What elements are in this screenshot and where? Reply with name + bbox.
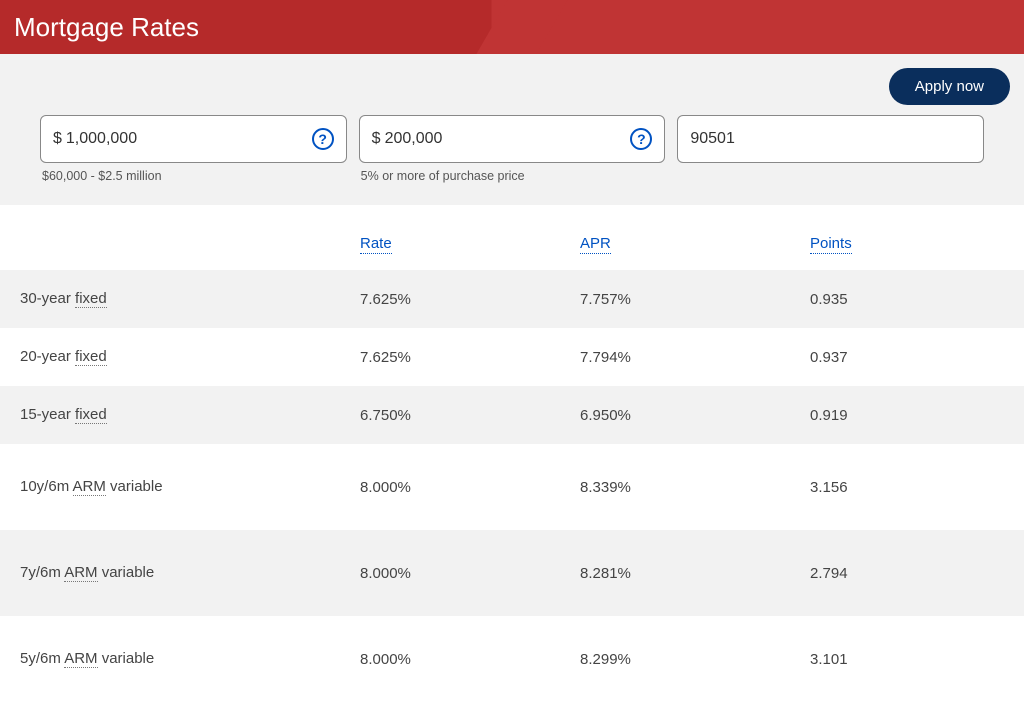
down-payment-group: $ ? 5% or more of purchase price	[359, 115, 666, 183]
action-bar: Apply now	[0, 54, 1024, 115]
product-term[interactable]: ARM	[64, 564, 97, 582]
product-name-prefix: 7y/6m	[20, 564, 64, 581]
apr-cell: 7.757%	[580, 291, 810, 308]
product-name: 10y/6m ARM variable	[20, 478, 163, 496]
product-term[interactable]: fixed	[75, 348, 107, 366]
apr-cell: 8.339%	[580, 479, 810, 496]
purchase-price-hint: $60,000 - $2.5 million	[40, 169, 347, 183]
inputs-row: $ ? $60,000 - $2.5 million $ ? 5% or mor…	[0, 115, 1024, 205]
points-cell: 3.101	[810, 651, 1004, 668]
column-header-rate[interactable]: Rate	[360, 235, 392, 254]
product-name-prefix: 30-year	[20, 290, 75, 307]
apr-cell: 8.299%	[580, 651, 810, 668]
product-name-prefix: 20-year	[20, 348, 75, 365]
down-payment-hint: 5% or more of purchase price	[359, 169, 666, 183]
product-name-prefix: 10y/6m	[20, 478, 73, 495]
page-title: Mortgage Rates	[14, 12, 199, 43]
rates-table: Rate APR Points 30-year fixed7.625%7.757…	[0, 205, 1024, 702]
zip-group	[677, 115, 984, 183]
rate-cell: 7.625%	[360, 349, 580, 366]
apply-now-button[interactable]: Apply now	[889, 68, 1010, 105]
apr-cell: 8.281%	[580, 565, 810, 582]
table-row: 7y/6m ARM variable 8.000%8.281%2.794	[0, 530, 1024, 616]
currency-prefix: $	[372, 130, 381, 148]
product-name: 30-year fixed	[20, 290, 107, 308]
product-name-suffix: variable	[106, 478, 163, 495]
down-payment-input[interactable]	[385, 130, 631, 148]
product-name: 7y/6m ARM variable	[20, 564, 154, 582]
product-term[interactable]: ARM	[73, 478, 106, 496]
apr-cell: 7.794%	[580, 349, 810, 366]
product-name: 20-year fixed	[20, 348, 107, 366]
zip-input[interactable]	[690, 130, 971, 148]
apr-cell: 6.950%	[580, 407, 810, 424]
currency-prefix: $	[53, 130, 62, 148]
points-cell: 0.937	[810, 349, 1004, 366]
table-row: 10y/6m ARM variable 8.000%8.339%3.156	[0, 444, 1024, 530]
points-cell: 0.919	[810, 407, 1004, 424]
rate-cell: 6.750%	[360, 407, 580, 424]
page-header: Mortgage Rates	[0, 0, 1024, 54]
table-row: 20-year fixed 7.625%7.794%0.937	[0, 328, 1024, 386]
rate-cell: 7.625%	[360, 291, 580, 308]
points-cell: 2.794	[810, 565, 1004, 582]
points-cell: 0.935	[810, 291, 1004, 308]
purchase-price-input[interactable]	[66, 130, 312, 148]
column-header-apr[interactable]: APR	[580, 235, 611, 254]
product-term[interactable]: ARM	[64, 650, 97, 668]
table-row: 15-year fixed 6.750%6.950%0.919	[0, 386, 1024, 444]
product-name: 15-year fixed	[20, 406, 107, 424]
zip-input-wrap	[677, 115, 984, 163]
purchase-price-group: $ ? $60,000 - $2.5 million	[40, 115, 347, 183]
rate-cell: 8.000%	[360, 651, 580, 668]
table-header-row: Rate APR Points	[0, 205, 1024, 270]
rate-cell: 8.000%	[360, 565, 580, 582]
product-term[interactable]: fixed	[75, 290, 107, 308]
product-name-prefix: 15-year	[20, 406, 75, 423]
rate-cell: 8.000%	[360, 479, 580, 496]
product-name: 5y/6m ARM variable	[20, 650, 154, 668]
table-row: 30-year fixed 7.625%7.757%0.935	[0, 270, 1024, 328]
help-icon[interactable]: ?	[312, 128, 334, 150]
help-icon[interactable]: ?	[630, 128, 652, 150]
purchase-price-input-wrap: $ ?	[40, 115, 347, 163]
product-term[interactable]: fixed	[75, 406, 107, 424]
down-payment-input-wrap: $ ?	[359, 115, 666, 163]
product-name-suffix: variable	[98, 564, 155, 581]
table-row: 5y/6m ARM variable 8.000%8.299%3.101	[0, 616, 1024, 702]
column-header-points[interactable]: Points	[810, 235, 852, 254]
points-cell: 3.156	[810, 479, 1004, 496]
